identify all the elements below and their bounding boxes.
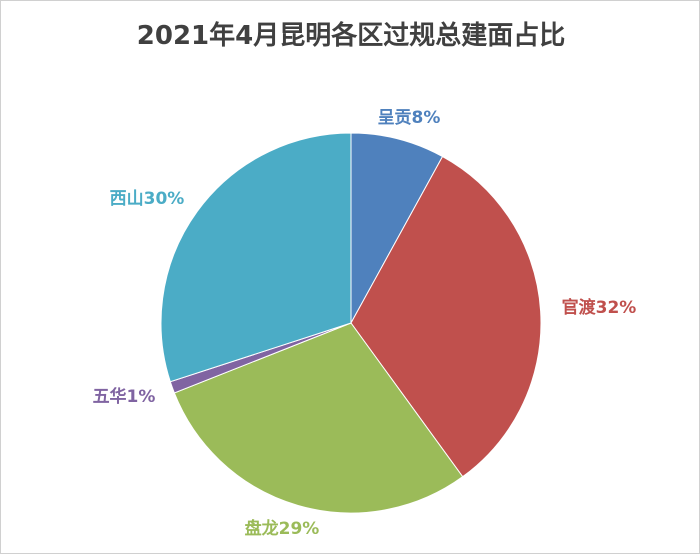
pie-slice-西山	[160, 132, 352, 383]
pie-slice-盘龙	[173, 322, 464, 514]
slice-label-呈贡: 呈贡8%	[378, 108, 441, 128]
pie-slice-呈贡	[350, 132, 444, 324]
chart-title: 2021年4月昆明各区过规总建面占比	[136, 21, 566, 51]
pie-slice-官渡	[350, 155, 542, 478]
slice-label-官渡: 官渡32%	[562, 297, 637, 318]
slice-label-盘龙: 盘龙29%	[245, 518, 320, 539]
slice-label-西山: 西山30%	[110, 189, 185, 209]
slice-label-五华: 五华1%	[93, 386, 156, 407]
